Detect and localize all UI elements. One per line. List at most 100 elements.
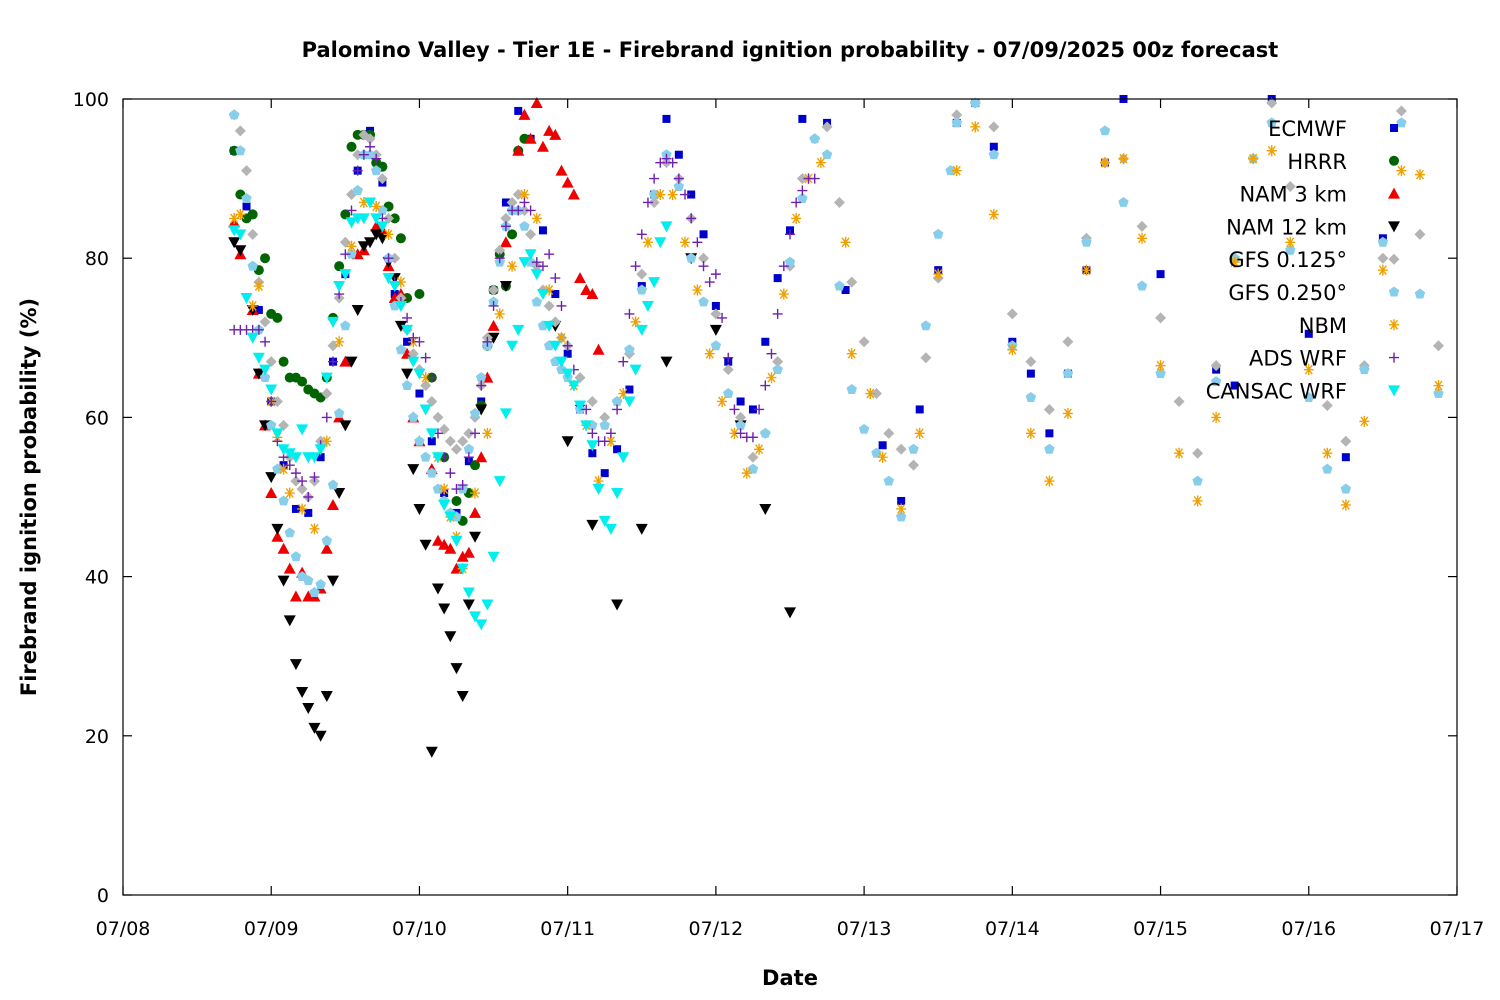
data-point [648,196,660,208]
legend-marker [1390,124,1398,132]
data-point [1025,427,1036,439]
data-point [1045,429,1054,438]
data-point [272,312,283,323]
data-point [821,149,833,160]
data-point [401,324,414,336]
data-point [778,261,789,272]
x-tick-label: 07/09 [244,918,299,940]
data-point [415,389,424,398]
data-point [499,408,512,420]
x-tick-label: 07/15 [1133,918,1188,940]
data-point [488,300,499,311]
legend-label: NAM 12 km [1226,215,1347,239]
data-point [290,475,302,487]
data-point [717,312,728,323]
data-point [1026,369,1035,378]
data-point [1285,244,1296,255]
legend-label: NBM [1299,314,1347,338]
data-point [326,316,339,328]
data-point [358,196,369,208]
data-point [680,189,691,200]
data-point [419,539,432,551]
data-point [333,281,346,293]
data-point [339,420,352,432]
data-point [586,519,599,531]
data-point [283,615,296,627]
data-point [234,245,247,257]
data-point [314,444,327,456]
data-point [629,364,642,376]
data-point [414,336,425,347]
data-point [915,405,924,414]
data-point [395,276,406,288]
data-point [420,451,431,462]
data-point [623,396,636,408]
legend-label: ECMWF [1268,117,1347,141]
legend-entry: GFS 0.250° [1228,281,1400,305]
data-point [1432,340,1444,352]
data-point [339,269,352,281]
data-point [426,395,438,407]
data-point [1136,220,1148,232]
data-point [1340,499,1351,511]
data-point [476,380,487,391]
data-point [444,631,457,643]
data-point [228,109,240,120]
data-point [278,495,289,506]
data-point [425,746,438,758]
data-point [420,352,431,363]
data-point [711,301,720,310]
data-point [394,300,407,312]
data-point [635,324,648,336]
data-point [321,435,332,447]
data-point [494,308,505,320]
data-point [692,284,703,296]
legend-label: CANSAC WRF [1206,379,1347,403]
data-point [247,209,258,220]
data-point [327,340,339,352]
y-tick-label: 60 [85,407,109,429]
data-point [673,181,685,192]
data-point [413,503,426,515]
data-point [425,428,438,440]
data-point [518,257,531,269]
data-point [667,189,678,201]
data-point [296,687,309,699]
data-point [1266,97,1278,109]
data-point [247,260,258,271]
data-point [352,185,363,195]
data-point [1303,392,1315,402]
data-point [512,189,524,201]
data-point [761,337,770,346]
data-point [1118,153,1129,165]
data-point [673,173,684,184]
data-point [284,487,295,499]
data-point [525,228,537,240]
data-point [358,149,369,160]
data-point [340,209,351,220]
data-point [512,144,525,156]
data-point [290,551,302,562]
data-point [265,472,278,484]
data-point [760,380,771,391]
data-point [259,364,272,376]
data-point [444,435,456,447]
data-point [463,427,475,439]
data-point [586,395,598,407]
data-point [1062,368,1074,379]
data-point [784,256,796,267]
y-tick-label: 0 [97,885,109,907]
data-point [674,150,683,159]
data-point [648,189,660,199]
data-point [289,659,302,671]
data-point [525,205,536,216]
data-point [599,419,610,430]
data-point [1304,329,1313,338]
data-point [284,460,295,471]
data-point [555,356,568,368]
data-point [1433,388,1444,398]
data-point [470,487,481,499]
data-point [1414,288,1426,299]
data-point [617,452,630,464]
